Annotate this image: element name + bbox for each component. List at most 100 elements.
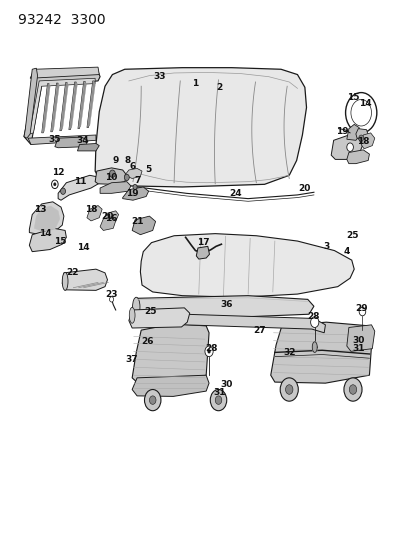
Polygon shape: [360, 133, 374, 149]
Circle shape: [52, 180, 58, 189]
Polygon shape: [58, 175, 100, 200]
Text: 29: 29: [354, 304, 367, 313]
Circle shape: [207, 349, 210, 353]
Polygon shape: [355, 128, 367, 139]
Polygon shape: [78, 83, 86, 127]
Polygon shape: [128, 308, 189, 328]
Polygon shape: [42, 84, 49, 133]
Polygon shape: [132, 296, 313, 317]
Text: 10: 10: [105, 173, 118, 182]
Circle shape: [345, 93, 376, 133]
Text: 14: 14: [39, 229, 52, 238]
Text: 15: 15: [346, 93, 358, 102]
Circle shape: [285, 385, 292, 394]
Text: 19: 19: [126, 189, 138, 198]
Polygon shape: [132, 375, 209, 397]
Polygon shape: [346, 124, 359, 140]
Text: 12: 12: [52, 167, 64, 176]
Text: 23: 23: [105, 289, 118, 298]
Polygon shape: [77, 143, 99, 151]
Text: 15: 15: [54, 237, 66, 246]
Circle shape: [204, 346, 213, 357]
Ellipse shape: [62, 272, 68, 290]
Polygon shape: [69, 82, 76, 130]
Text: 1: 1: [191, 79, 197, 88]
Circle shape: [310, 317, 318, 327]
Polygon shape: [330, 135, 361, 159]
Polygon shape: [95, 168, 126, 184]
Circle shape: [54, 183, 56, 186]
Polygon shape: [182, 314, 325, 333]
Polygon shape: [87, 81, 94, 127]
Text: 4: 4: [343, 247, 349, 256]
Circle shape: [60, 188, 65, 195]
Polygon shape: [29, 228, 66, 252]
Polygon shape: [29, 78, 95, 134]
Text: 30: 30: [220, 379, 233, 389]
Text: 14: 14: [358, 99, 371, 108]
Polygon shape: [62, 269, 107, 290]
Polygon shape: [78, 82, 85, 128]
Text: 6: 6: [129, 163, 135, 171]
Polygon shape: [103, 211, 118, 223]
Text: 30: 30: [351, 336, 363, 345]
Text: 11: 11: [74, 177, 87, 186]
Text: 16: 16: [105, 214, 118, 223]
Polygon shape: [88, 83, 95, 126]
Polygon shape: [124, 168, 142, 179]
Text: 37: 37: [126, 355, 138, 364]
Text: 34: 34: [76, 136, 89, 145]
Text: 28: 28: [306, 312, 318, 321]
Text: 3: 3: [323, 242, 329, 251]
Polygon shape: [29, 202, 64, 235]
Text: 35: 35: [48, 135, 61, 144]
Text: 19: 19: [335, 127, 347, 136]
Polygon shape: [60, 84, 68, 129]
Circle shape: [133, 184, 137, 190]
Polygon shape: [51, 83, 58, 132]
Polygon shape: [311, 342, 316, 352]
Text: 22: 22: [66, 268, 78, 277]
Circle shape: [109, 170, 115, 177]
Text: 13: 13: [34, 205, 47, 214]
Circle shape: [280, 378, 298, 401]
Ellipse shape: [129, 308, 135, 323]
Polygon shape: [55, 137, 88, 148]
Circle shape: [343, 378, 361, 401]
Text: 33: 33: [153, 72, 166, 81]
Polygon shape: [346, 325, 374, 351]
Polygon shape: [196, 246, 209, 259]
Polygon shape: [132, 324, 209, 384]
Polygon shape: [122, 187, 148, 200]
Polygon shape: [95, 68, 306, 187]
Text: 18: 18: [356, 138, 369, 147]
Text: 27: 27: [253, 326, 265, 335]
Polygon shape: [28, 135, 96, 144]
Text: 2: 2: [216, 83, 222, 92]
Circle shape: [210, 390, 226, 411]
Polygon shape: [132, 216, 155, 235]
Polygon shape: [69, 84, 77, 128]
Polygon shape: [270, 322, 371, 383]
Polygon shape: [52, 85, 59, 130]
Polygon shape: [87, 206, 102, 221]
Circle shape: [349, 385, 356, 394]
Polygon shape: [346, 150, 368, 164]
Text: 93242  3300: 93242 3300: [18, 13, 105, 27]
Circle shape: [124, 174, 129, 181]
Text: 9: 9: [112, 156, 119, 165]
Text: 8: 8: [125, 156, 131, 165]
Polygon shape: [100, 182, 131, 193]
Text: 31: 31: [351, 344, 364, 353]
Circle shape: [350, 100, 370, 126]
Text: 21: 21: [131, 217, 143, 226]
Text: 32: 32: [282, 348, 295, 357]
Polygon shape: [100, 216, 115, 230]
Text: 20: 20: [298, 183, 310, 192]
Polygon shape: [43, 85, 50, 131]
Circle shape: [358, 135, 363, 141]
Text: 25: 25: [144, 307, 157, 316]
Ellipse shape: [132, 297, 140, 317]
Text: 24: 24: [229, 189, 242, 198]
Text: 5: 5: [145, 166, 152, 174]
